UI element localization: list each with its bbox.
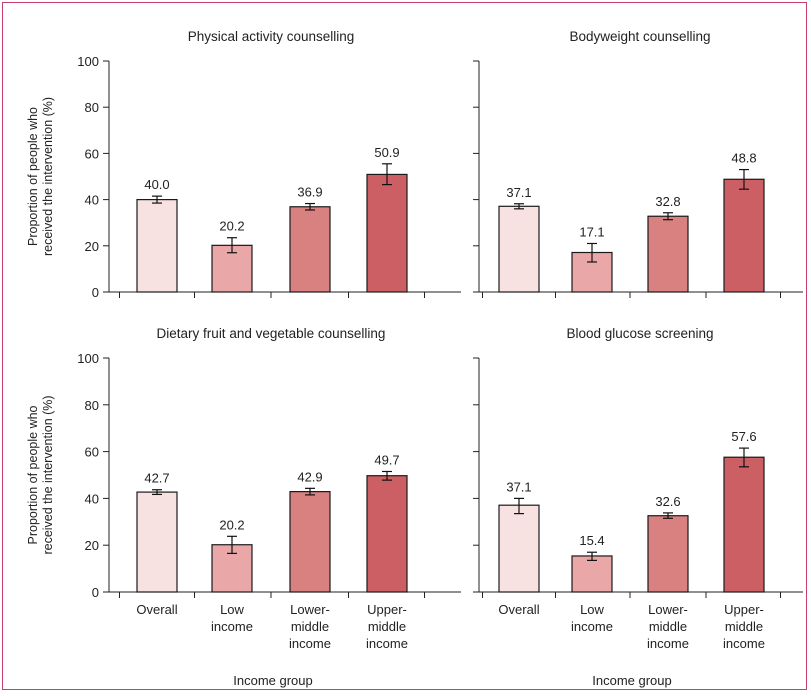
x-tick-label-line: Low	[580, 602, 604, 617]
x-tick-label-line: income	[647, 636, 689, 651]
data-label: 48.8	[731, 151, 756, 166]
data-label: 20.2	[219, 517, 244, 532]
data-label: 49.7	[374, 452, 399, 467]
panel-title: Physical activity counselling	[188, 29, 355, 44]
x-tick-label-line: middle	[368, 619, 406, 634]
chart-panel-4: Blood glucose screening 37.1 15.4 32.6 57.6 O…	[473, 326, 803, 688]
x-tick-label: Overall	[498, 602, 539, 617]
y-tick-label: 0	[92, 285, 99, 300]
y-tick-label: 40	[85, 193, 99, 208]
x-tick-label-line: Overall	[136, 602, 177, 617]
bar	[498, 504, 540, 593]
x-tick-label-line: middle	[725, 619, 763, 634]
x-tick-label-line: Overall	[498, 602, 539, 617]
data-label: 42.7	[144, 471, 169, 486]
bar	[211, 544, 253, 593]
data-label: 42.9	[297, 469, 322, 484]
y-tick-label: 40	[85, 491, 99, 506]
x-tick-label: Low income	[211, 602, 253, 634]
x-tick-label: Lower-middle income	[647, 602, 689, 651]
x-tick-label-line: income	[289, 636, 331, 651]
x-tick-label: Upper-middle income	[366, 602, 408, 651]
bar	[366, 475, 408, 593]
data-label: 37.1	[506, 185, 531, 200]
x-tick-label: Upper-middle income	[723, 602, 765, 651]
x-tick-label-line: income	[366, 636, 408, 651]
data-label: 20.2	[219, 219, 244, 234]
bar	[136, 491, 178, 593]
y-axis-label-line: Proportion of people who	[26, 107, 40, 246]
y-tick-label: 100	[77, 54, 99, 69]
data-label: 37.1	[506, 479, 531, 494]
x-axis-label: Income group	[233, 673, 313, 688]
bar	[211, 244, 253, 293]
chart-panel-2: Bodyweight counselling 37.1 17.1 32.8 48.8	[473, 29, 803, 298]
chart-panel-1: Physical activity counselling 0 20 40 60 80 10…	[26, 29, 461, 300]
chart-panel-3: Dietary fruit and vegetable counselling 0…	[26, 326, 461, 688]
bar	[366, 173, 408, 293]
panel-title: Dietary fruit and vegetable counselling	[157, 326, 386, 341]
data-label: 15.4	[579, 533, 604, 548]
x-tick-label: Lower-middle income	[289, 602, 331, 651]
bar	[498, 205, 540, 293]
x-tick-label-line: Lower-	[648, 602, 688, 617]
x-tick-label: Overall	[136, 602, 177, 617]
data-label: 40.0	[144, 177, 169, 192]
x-tick-label-line: middle	[649, 619, 687, 634]
bar	[571, 555, 613, 593]
x-tick-label-line: Lower-	[290, 602, 330, 617]
x-tick-label-line: middle	[291, 619, 329, 634]
data-label: 32.6	[655, 494, 680, 509]
x-axis-label: Income group	[592, 673, 672, 688]
data-label: 36.9	[297, 185, 322, 200]
x-tick-label-line: Upper-	[367, 602, 407, 617]
data-label: 17.1	[579, 224, 604, 239]
y-axis-label-line: received the intervention (%)	[41, 97, 55, 256]
y-tick-label: 20	[85, 239, 99, 254]
bar	[289, 491, 331, 593]
data-label: 32.8	[655, 194, 680, 209]
chart-svg: Physical activity counselling 0 20 40 60 80 10…	[26, 29, 803, 688]
x-tick-label-line: income	[211, 619, 253, 634]
data-label: 57.6	[731, 429, 756, 444]
x-tick-label-line: income	[723, 636, 765, 651]
x-tick-label-line: Low	[220, 602, 244, 617]
x-tick-label: Low income	[571, 602, 613, 634]
y-tick-label: 60	[85, 445, 99, 460]
bar	[723, 456, 765, 593]
bar	[723, 178, 765, 293]
y-tick-label: 20	[85, 538, 99, 553]
bar	[136, 199, 178, 293]
y-tick-label: 60	[85, 146, 99, 161]
bar	[289, 206, 331, 293]
y-tick-label: 100	[77, 351, 99, 366]
data-label: 50.9	[374, 145, 399, 160]
y-axis-label: Proportion of people whoreceived the int…	[26, 395, 55, 554]
y-tick-label: 0	[92, 585, 99, 600]
bar	[647, 515, 689, 593]
y-tick-label: 80	[85, 100, 99, 115]
x-tick-label-line: income	[571, 619, 613, 634]
panel-title: Bodyweight counselling	[569, 29, 710, 44]
panel-title: Blood glucose screening	[566, 326, 713, 341]
y-axis-label-line: Proportion of people who	[26, 405, 40, 544]
bar	[647, 215, 689, 293]
y-tick-label: 80	[85, 398, 99, 413]
y-axis-label: Proportion of people whoreceived the int…	[26, 97, 55, 256]
x-tick-label-line: Upper-	[724, 602, 764, 617]
y-axis-label-line: received the intervention (%)	[41, 395, 55, 554]
